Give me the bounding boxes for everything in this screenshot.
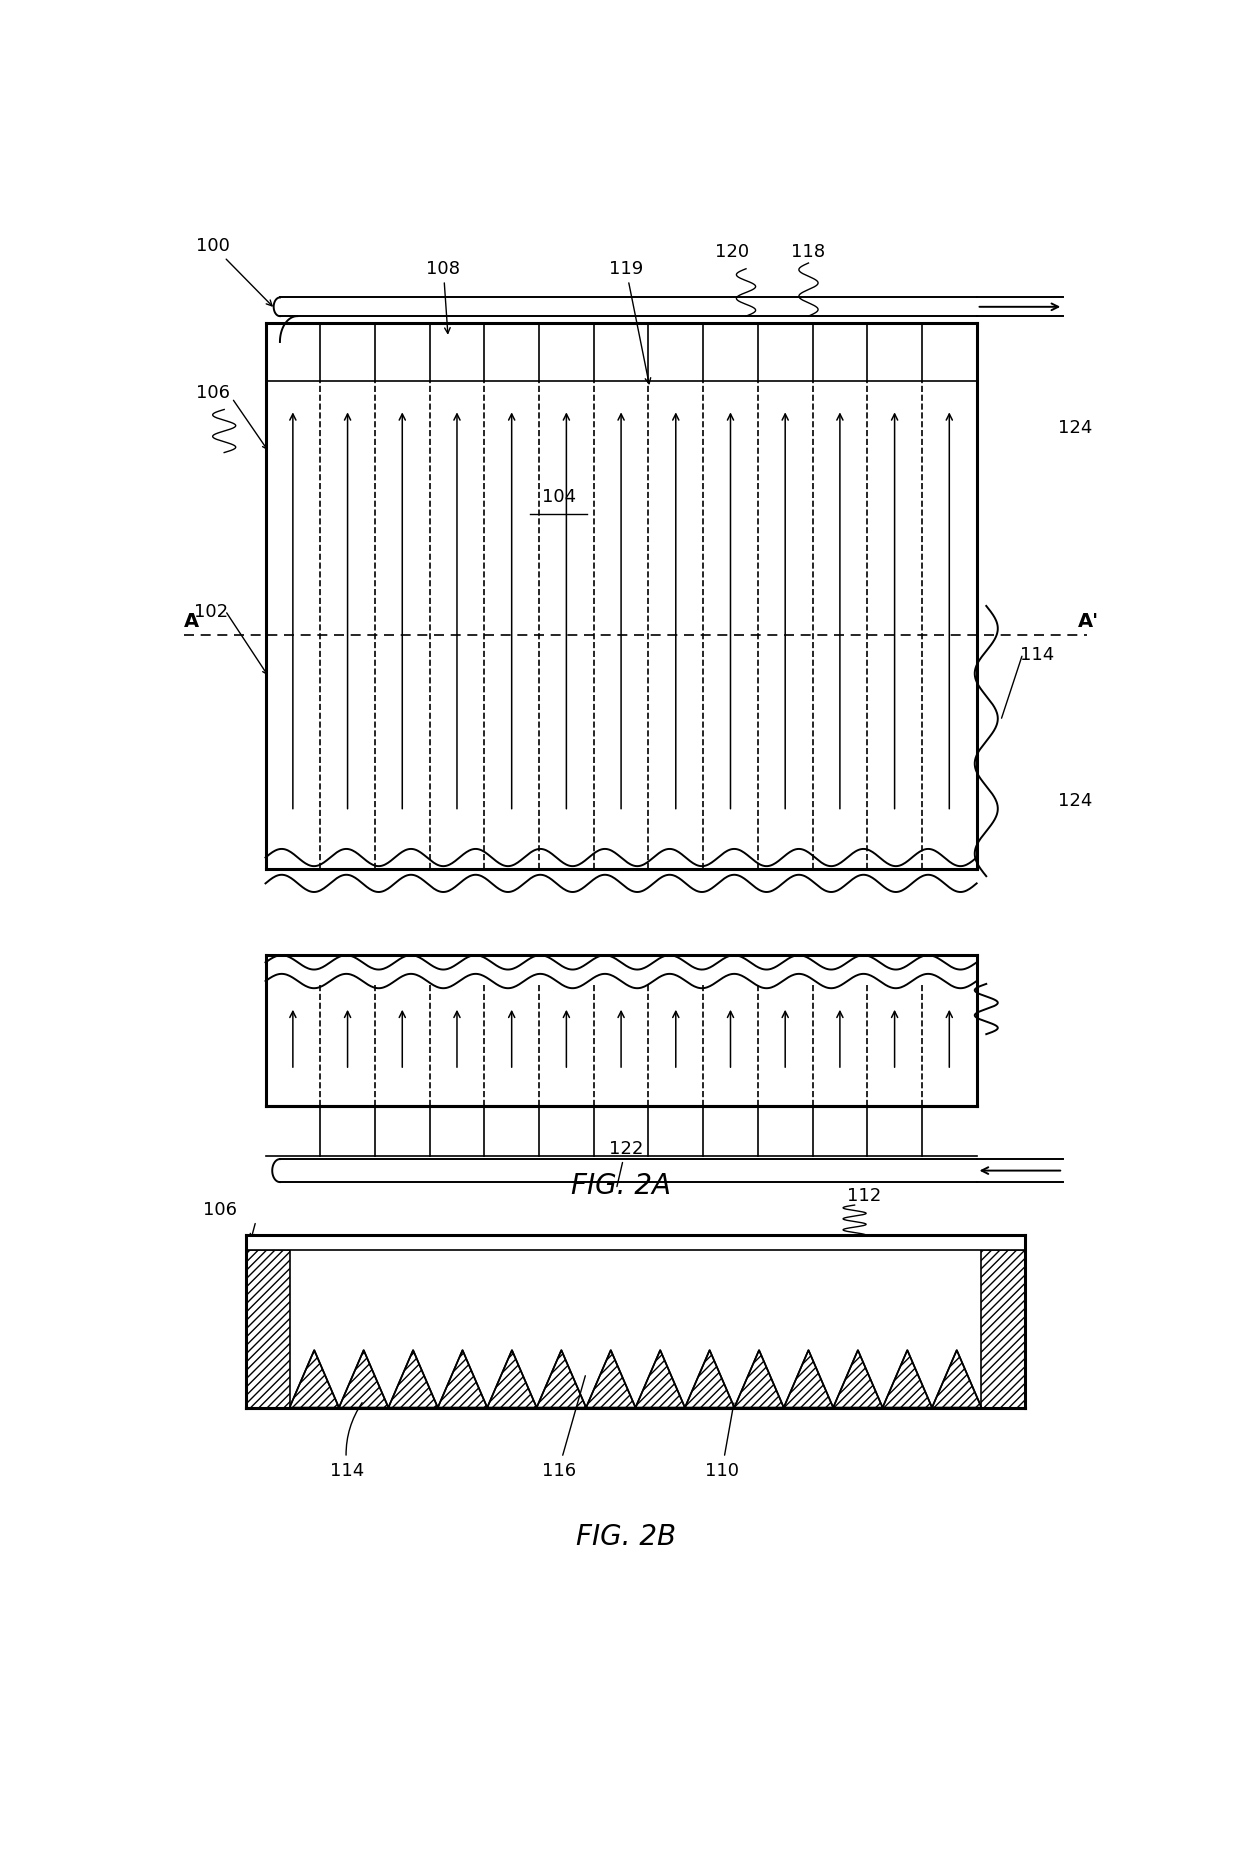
Text: 104: 104 — [542, 487, 575, 505]
Text: 110: 110 — [706, 1404, 739, 1478]
Text: FIG. 2B: FIG. 2B — [575, 1523, 676, 1551]
Bar — [982, 1251, 1024, 1407]
Text: 124: 124 — [1058, 792, 1092, 809]
Polygon shape — [290, 1350, 982, 1407]
Text: 112: 112 — [847, 1186, 882, 1204]
Bar — [247, 1236, 1024, 1407]
Text: 124: 124 — [1058, 419, 1092, 436]
Text: 108: 108 — [427, 261, 460, 334]
Text: 116: 116 — [542, 1376, 585, 1478]
Text: A: A — [184, 611, 198, 632]
Text: 106: 106 — [196, 384, 229, 403]
Text: 119: 119 — [609, 261, 651, 384]
Text: 102: 102 — [193, 602, 228, 621]
Text: 100: 100 — [196, 237, 272, 308]
Bar — [247, 1236, 1024, 1251]
Text: 106: 106 — [202, 1200, 237, 1219]
Text: FIG. 2A: FIG. 2A — [572, 1171, 671, 1199]
Text: A': A' — [1078, 611, 1099, 632]
Text: 114: 114 — [330, 1404, 365, 1478]
Text: 120: 120 — [714, 242, 749, 261]
Text: 114: 114 — [1019, 645, 1054, 664]
Bar — [247, 1251, 290, 1407]
Text: 122: 122 — [609, 1139, 644, 1187]
Text: 118: 118 — [791, 242, 826, 261]
